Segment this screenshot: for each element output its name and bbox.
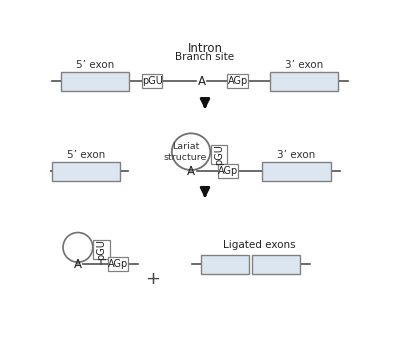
FancyBboxPatch shape (262, 162, 330, 181)
Text: 3’ exon: 3’ exon (285, 60, 323, 70)
FancyBboxPatch shape (201, 255, 249, 274)
FancyBboxPatch shape (270, 72, 338, 91)
Text: Lariat
structure: Lariat structure (164, 142, 207, 162)
Text: 5’ exon: 5’ exon (66, 150, 105, 160)
Text: +: + (145, 270, 160, 288)
Text: Branch site: Branch site (176, 52, 234, 62)
FancyBboxPatch shape (228, 74, 248, 88)
Text: pGU: pGU (142, 76, 163, 86)
Text: AGp: AGp (218, 166, 238, 176)
FancyBboxPatch shape (108, 257, 128, 271)
FancyBboxPatch shape (252, 255, 300, 274)
Text: Ligated exons: Ligated exons (223, 240, 296, 251)
FancyBboxPatch shape (218, 164, 238, 178)
Text: A: A (187, 165, 195, 178)
Text: 5’ exon: 5’ exon (76, 60, 114, 70)
FancyBboxPatch shape (61, 72, 129, 91)
Text: pGU: pGU (96, 239, 106, 260)
Text: AGp: AGp (108, 259, 128, 270)
FancyBboxPatch shape (52, 162, 120, 181)
Text: 3’ exon: 3’ exon (277, 150, 316, 160)
Text: A: A (74, 258, 82, 271)
Text: Intron: Intron (188, 42, 222, 55)
FancyBboxPatch shape (211, 145, 227, 164)
Text: A: A (198, 75, 206, 88)
FancyBboxPatch shape (94, 240, 110, 259)
Text: pGU: pGU (214, 144, 224, 165)
FancyBboxPatch shape (142, 74, 162, 88)
Text: AGp: AGp (228, 76, 248, 86)
